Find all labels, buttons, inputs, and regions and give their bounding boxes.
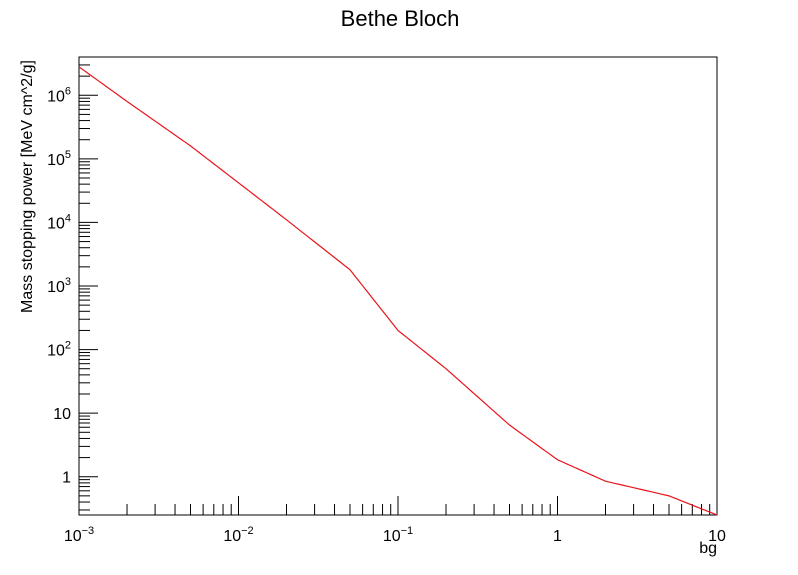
- y-tick-label: 1: [62, 470, 71, 487]
- x-axis-label: bg: [699, 540, 717, 557]
- y-axis-label: Mass stopping power [MeV cm^2/g]: [19, 60, 36, 313]
- y-tick-label: 105: [47, 149, 71, 169]
- y-tick-label: 102: [47, 340, 71, 360]
- series-line: [78, 66, 718, 516]
- x-tick-label: 10−1: [383, 525, 413, 545]
- chart-title: Bethe Bloch: [341, 6, 460, 31]
- plot-frame: [78, 56, 718, 516]
- x-tick-label: 10−2: [223, 525, 253, 545]
- tick-labels: 10−3 10−2 10−1 1 10 1 10 102 103 104 105 106: [47, 85, 726, 545]
- y-tick-label: 10: [53, 406, 71, 423]
- x-tick-label: 1: [553, 528, 562, 545]
- y-tick-label: 103: [47, 276, 71, 296]
- y-tick-label: 104: [47, 212, 71, 232]
- x-tick-label: 10: [708, 528, 726, 545]
- axis-ticks: [78, 56, 718, 515]
- data-series: [78, 66, 718, 516]
- x-tick-label: 10−3: [64, 525, 94, 545]
- y-tick-label: 106: [47, 85, 71, 105]
